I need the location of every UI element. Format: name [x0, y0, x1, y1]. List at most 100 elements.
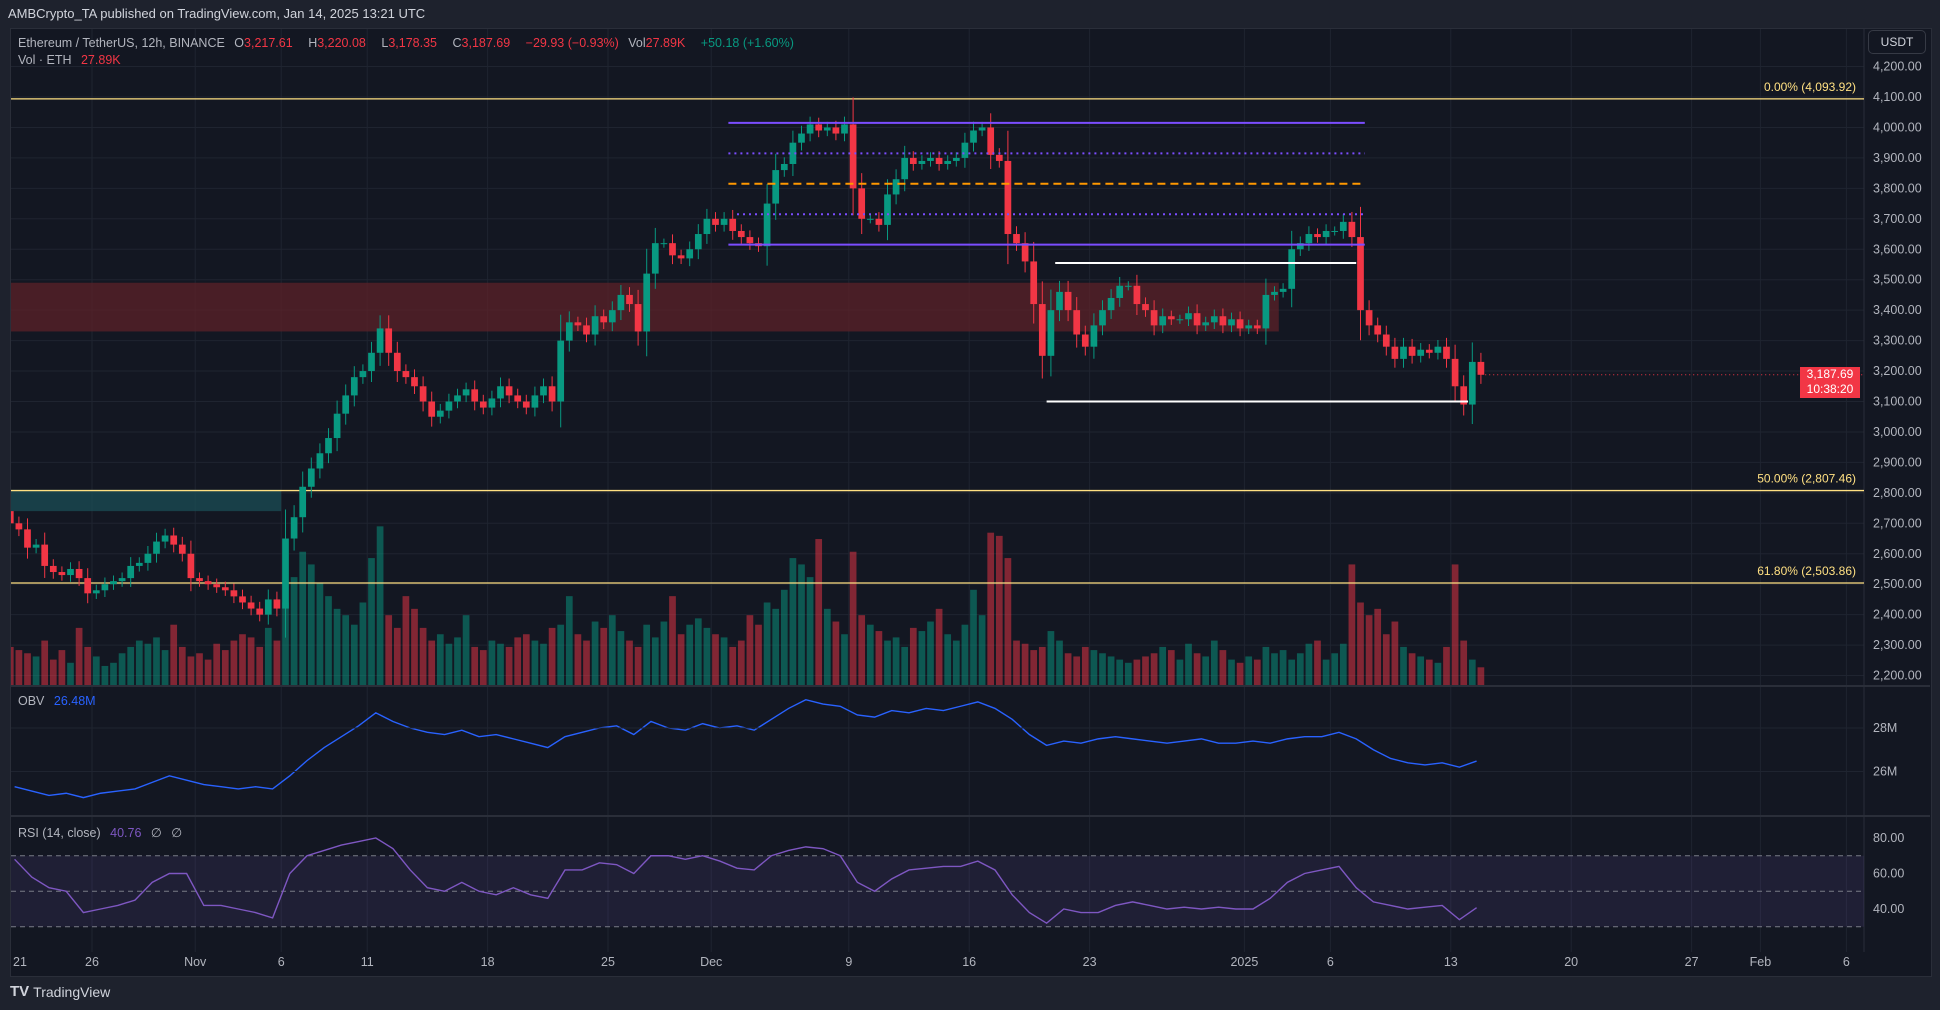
candle-up — [841, 124, 848, 134]
time-tick-label: 13 — [1444, 955, 1458, 969]
symbol-legend[interactable]: Ethereum / TetherUS, 12h, BINANCE O3,217… — [18, 36, 800, 50]
volume-bar — [574, 634, 582, 685]
candle-up — [1116, 285, 1124, 298]
price-tick-label: 2,600.00 — [1873, 547, 1922, 561]
obv-legend[interactable]: OBV 26.48M — [18, 694, 102, 708]
volume-bar — [445, 643, 453, 685]
volume-bar — [1150, 653, 1158, 685]
volume-bar — [1314, 640, 1321, 685]
symbol-title[interactable]: Ethereum / TetherUS, 12h, BINANCE — [18, 36, 225, 50]
time-tick-label: 16 — [962, 955, 976, 969]
rsi-extra-2: ∅ — [171, 826, 183, 840]
volume-bar — [832, 621, 840, 685]
volume-bar — [67, 662, 74, 685]
candle-down — [634, 304, 642, 332]
candle-up — [531, 395, 539, 408]
price-tick-label: 2,200.00 — [1873, 669, 1922, 683]
candle-up — [1185, 313, 1192, 320]
volume-bar — [299, 551, 307, 685]
volume-bar — [101, 665, 109, 685]
candle-down — [909, 157, 917, 164]
candle-down — [230, 590, 238, 597]
price-tick-label: 3,100.00 — [1873, 395, 1922, 409]
candle-up — [944, 160, 952, 164]
tradingview-logo[interactable]: TV TradingView — [10, 983, 110, 1000]
candle-up — [290, 517, 298, 539]
close-label: C — [452, 36, 462, 50]
price-tick-label: 3,200.00 — [1873, 364, 1922, 378]
candle-down — [187, 553, 195, 579]
candle-down — [875, 218, 883, 225]
candle-up — [789, 142, 797, 164]
volume-bar — [1374, 608, 1382, 685]
candle-down — [600, 316, 608, 323]
volume-bar — [1391, 621, 1399, 685]
rsi-legend[interactable]: RSI (14, close) 40.76 ∅ ∅ — [18, 825, 188, 840]
volume-bar — [1133, 659, 1141, 685]
volume-bar — [290, 577, 298, 685]
candle-up — [325, 438, 332, 454]
candle-up — [445, 401, 453, 411]
change-value: −29.93 (−0.93%) — [525, 36, 619, 50]
candle-up — [1056, 291, 1063, 311]
candle-down — [428, 401, 436, 417]
volume-bar — [454, 637, 461, 685]
volume-legend[interactable]: Vol · ETH 27.89K — [18, 53, 127, 67]
candle-up — [1400, 346, 1407, 359]
candle-down — [247, 602, 255, 609]
candle-up — [1339, 221, 1347, 231]
volume-bar — [918, 631, 926, 685]
rsi-extra-1: ∅ — [150, 826, 162, 840]
volume-bar — [1468, 659, 1476, 685]
volume-bar — [591, 621, 599, 685]
candle-up — [961, 142, 969, 158]
volume-bar — [927, 621, 934, 685]
candle-down — [49, 565, 57, 573]
rsi-tick-label: 60.00 — [1873, 867, 1904, 881]
time-tick-label: Nov — [184, 955, 207, 969]
candle-down — [1391, 346, 1399, 359]
candle-down — [402, 371, 410, 378]
candle-down — [677, 255, 685, 259]
candle-down — [729, 218, 737, 231]
candle-down — [1219, 316, 1227, 326]
candle-down — [1408, 346, 1416, 356]
volume-bar — [677, 634, 685, 685]
candle-up — [488, 398, 496, 408]
candle-up — [884, 194, 891, 225]
volume-bar — [256, 646, 264, 685]
candle-up — [299, 486, 307, 518]
candle-down — [815, 124, 823, 131]
volume-bar — [127, 646, 135, 685]
time-tick-label: 11 — [361, 955, 374, 969]
candle-up — [436, 410, 444, 417]
volume-bar — [1271, 653, 1278, 685]
candle-up — [970, 130, 977, 143]
candle-up — [359, 371, 367, 378]
candle-up — [927, 157, 934, 161]
candle-up — [1305, 234, 1313, 244]
price-tick-label: 2,300.00 — [1873, 638, 1922, 652]
candle-down — [522, 401, 530, 408]
currency-button[interactable]: USDT — [1868, 30, 1926, 54]
volume-bar — [901, 646, 909, 685]
obv-line — [14, 698, 1477, 799]
volume-legend-value: 27.89K — [80, 53, 121, 67]
chart-frame[interactable] — [10, 28, 1932, 977]
volume-bar — [626, 640, 633, 685]
volume-bar — [634, 646, 642, 685]
candle-up — [1288, 249, 1296, 289]
candle-up — [1107, 297, 1115, 311]
time-tick-label: 27 — [1685, 955, 1699, 969]
candle-down — [995, 154, 1003, 161]
publisher-caption: AMBCrypto_TA published on TradingView.co… — [8, 6, 426, 21]
candle-down — [213, 584, 221, 588]
volume-bar — [1021, 643, 1029, 685]
candle-up — [1434, 346, 1442, 353]
volume-bar — [1030, 650, 1038, 685]
candle-up — [1210, 316, 1218, 323]
vol-change-value: +50.18 (+1.60%) — [700, 36, 794, 50]
obv-tick-label: 26M — [1873, 765, 1897, 779]
fib-level-label: 61.80% (2,503.86) — [1757, 564, 1856, 578]
